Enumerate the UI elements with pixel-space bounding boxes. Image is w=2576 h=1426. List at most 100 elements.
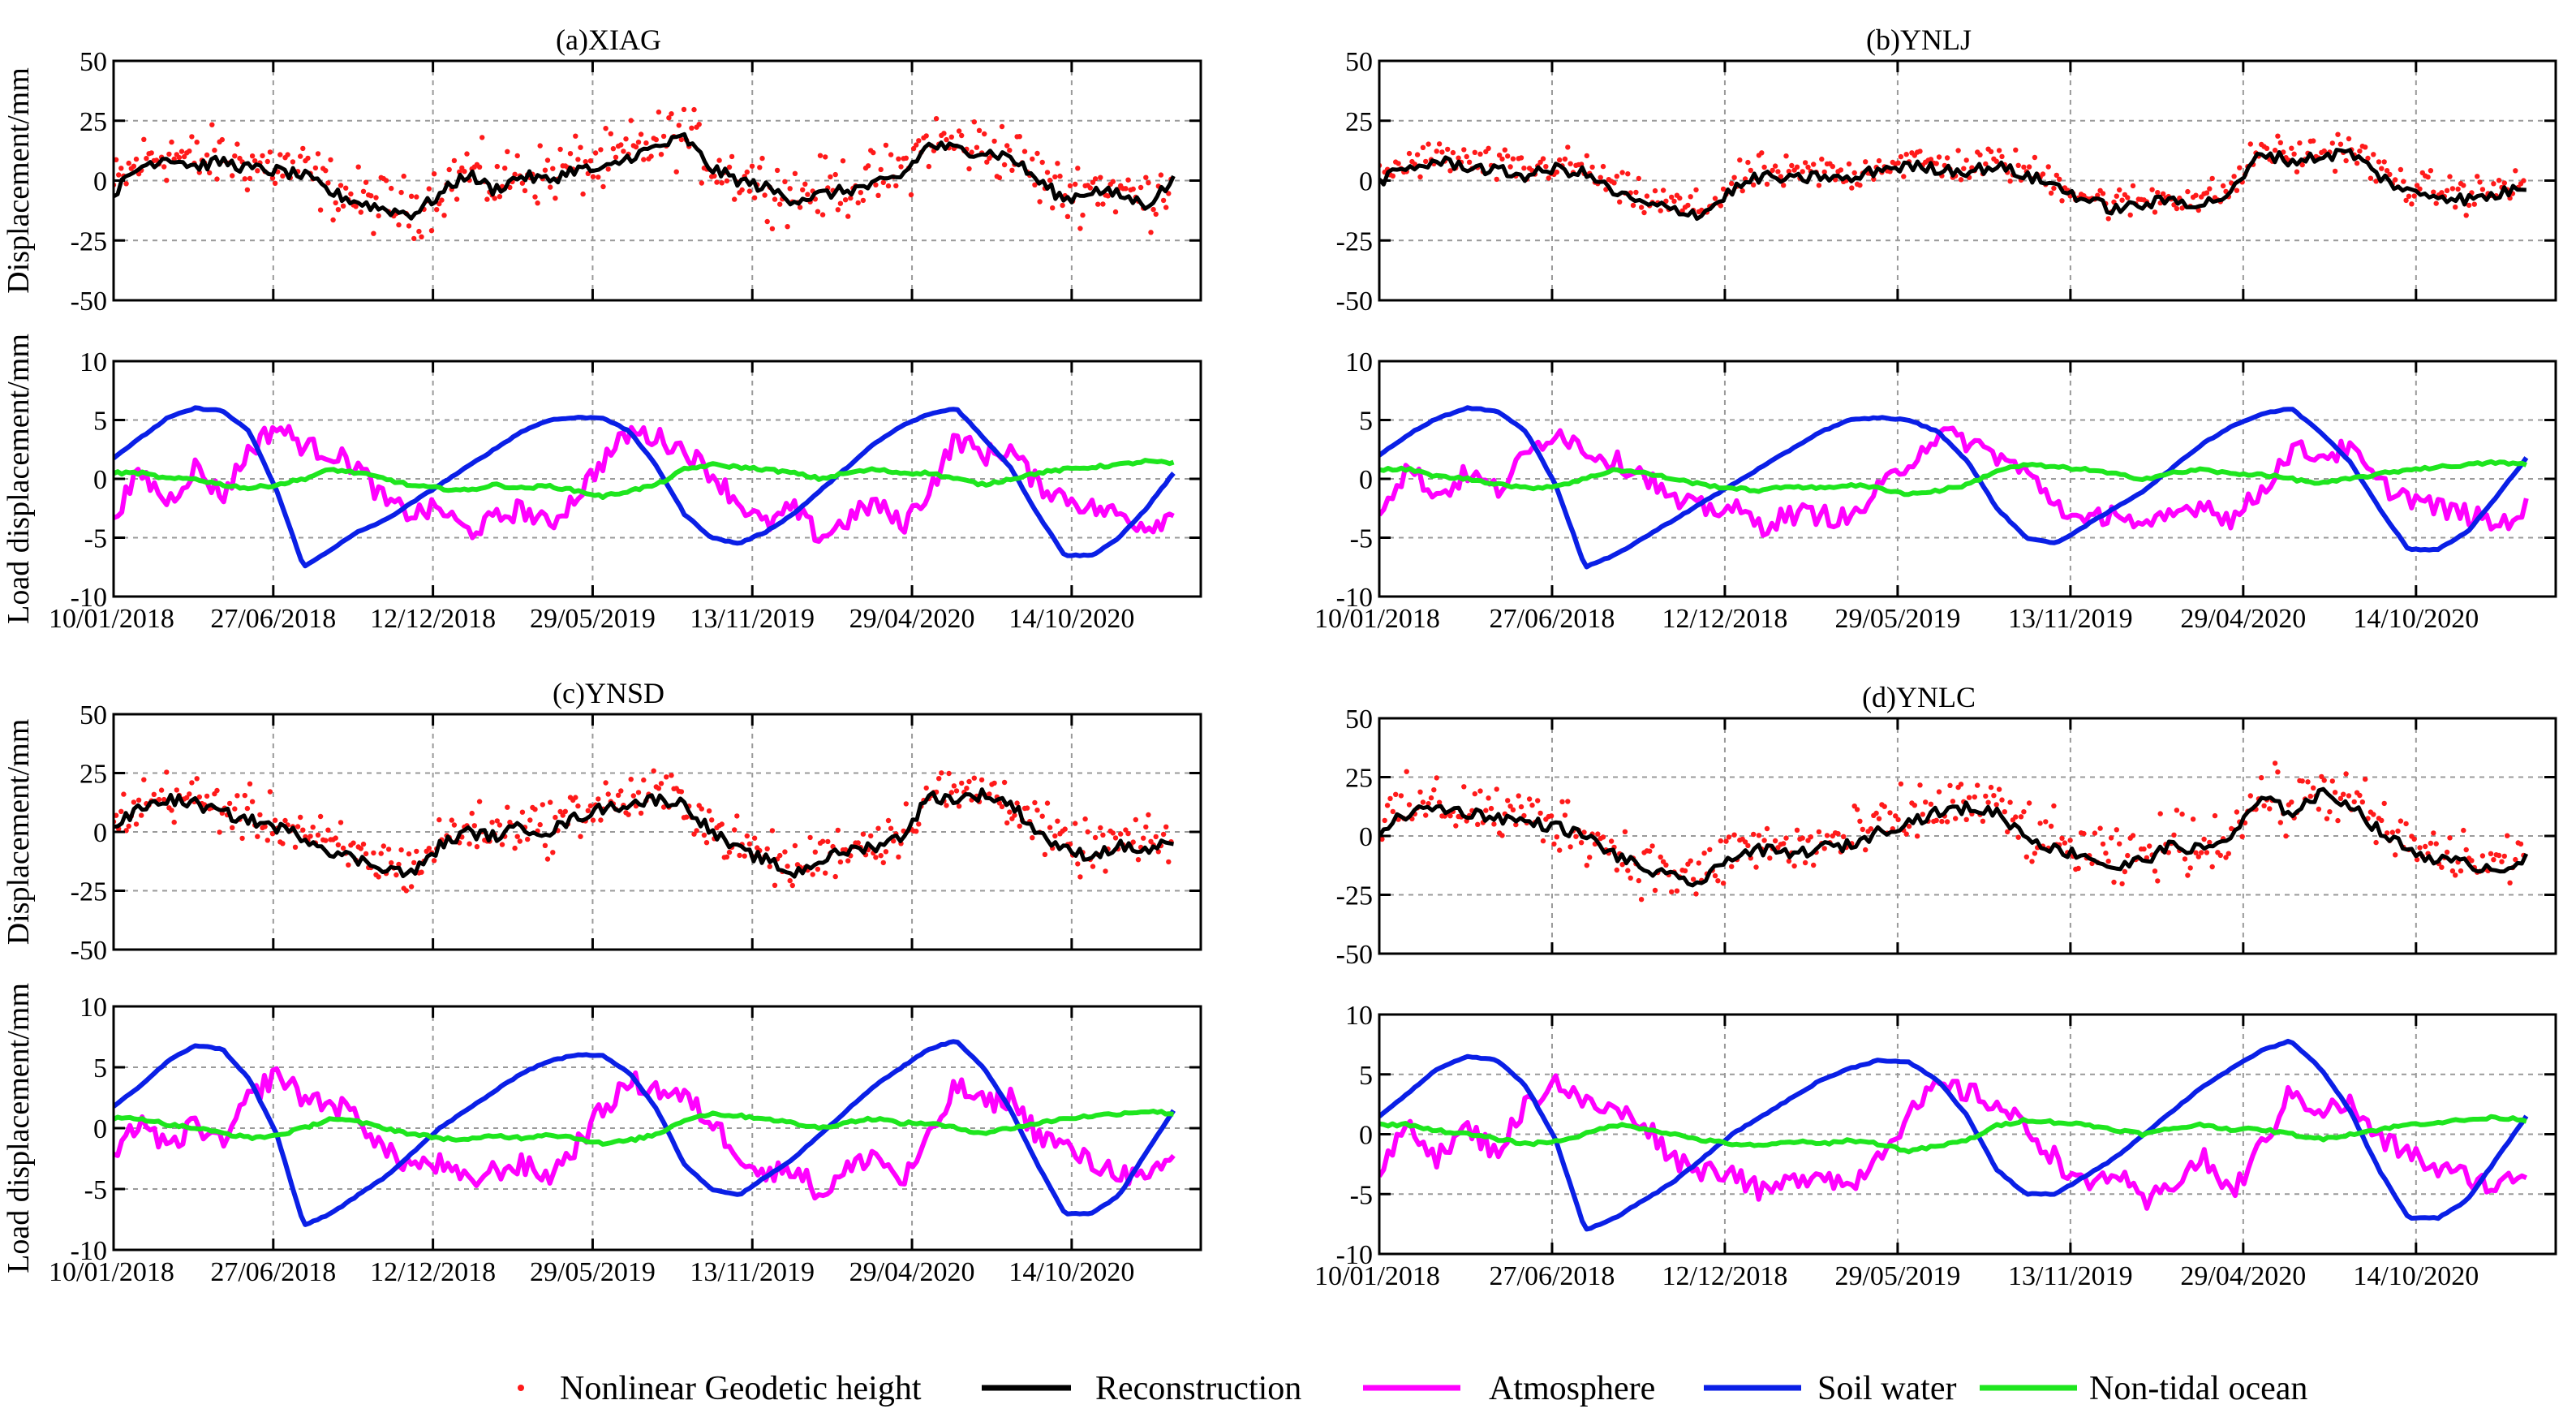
geodetic-point: [2444, 187, 2450, 193]
geodetic-point: [885, 183, 892, 189]
geodetic-point: [871, 149, 876, 156]
geodetic-point: [2081, 830, 2087, 837]
geodetic-point: [575, 803, 581, 809]
geodetic-point: [2247, 793, 2253, 799]
geodetic-point: [2059, 198, 2065, 204]
geodetic-point: [878, 166, 884, 173]
geodetic-point: [398, 847, 404, 853]
geodetic-point: [535, 200, 540, 206]
geodetic-point: [1936, 154, 1942, 160]
geodetic-point: [1420, 144, 1426, 150]
geodetic-point: [2152, 868, 2158, 874]
geodetic-point: [987, 791, 992, 797]
geodetic-point: [2329, 140, 2335, 146]
y-tick-label: 25: [80, 760, 107, 790]
panel-title: (b)YNLJ: [1866, 24, 1972, 56]
geodetic-point: [1751, 831, 1757, 838]
geodetic-point: [1731, 174, 1737, 180]
geodetic-point: [2496, 852, 2502, 859]
geodetic-point: [1103, 868, 1108, 874]
geodetic-point: [819, 838, 826, 844]
geodetic-point: [414, 848, 419, 855]
y-tick-label: 5: [1359, 1061, 1373, 1091]
geodetic-point: [2453, 205, 2458, 210]
x-tick-label: 10/01/2018: [49, 604, 174, 634]
geodetic-point: [744, 169, 750, 175]
geodetic-point: [416, 228, 422, 235]
geodetic-point: [214, 787, 220, 794]
geodetic-point: [699, 806, 704, 812]
geodetic-point: [1505, 153, 1511, 159]
geodetic-point: [2479, 853, 2486, 859]
geodetic-point: [277, 152, 283, 157]
geodetic-point: [272, 180, 278, 186]
geodetic-point: [1507, 803, 1513, 809]
geodetic-point: [2488, 851, 2494, 857]
plot-area: [1379, 1038, 2529, 1232]
geodetic-point: [956, 128, 962, 134]
geodetic-point: [431, 858, 437, 864]
y-tick-label: -50: [1336, 286, 1373, 317]
geodetic-point: [2311, 138, 2316, 144]
geodetic-point: [295, 824, 301, 829]
geodetic-point: [2226, 851, 2231, 856]
geodetic-point: [903, 155, 910, 161]
geodetic-point: [1619, 170, 1625, 175]
geodetic-point: [1876, 157, 1882, 164]
plot-area: [1379, 760, 2529, 903]
geodetic-point: [1384, 803, 1391, 808]
x-tick-label: 10/01/2018: [1314, 1261, 1440, 1291]
geodetic-point: [777, 852, 783, 859]
geodetic-point: [2423, 843, 2428, 850]
geodetic-point: [315, 832, 321, 838]
geodetic-point: [333, 835, 338, 841]
geodetic-point: [1786, 858, 1792, 864]
geodetic-point: [537, 821, 543, 828]
geodetic-point: [403, 888, 409, 894]
geodetic-point: [280, 841, 286, 847]
x-tick-label: 12/12/2018: [370, 1257, 496, 1287]
geodetic-point: [207, 170, 213, 176]
geodetic-point: [1021, 149, 1028, 154]
geodetic-point: [196, 794, 202, 800]
geodetic-point: [837, 200, 844, 206]
plot-area: [114, 405, 1176, 569]
geodetic-point: [2195, 854, 2201, 859]
geodetic-point: [709, 817, 715, 823]
geodetic-point: [724, 178, 730, 184]
geodetic-point: [999, 123, 1005, 130]
geodetic-point: [2264, 145, 2270, 151]
geodetic-point: [1821, 846, 1827, 851]
geodetic-point: [1718, 203, 1723, 209]
geodetic-point: [494, 818, 500, 824]
geodetic-point: [1423, 812, 1429, 818]
geodetic-point: [2122, 868, 2128, 875]
geodetic-point: [1819, 156, 1825, 162]
geodetic-point: [2130, 183, 2136, 189]
geodetic-point: [226, 800, 233, 807]
geodetic-point: [328, 157, 333, 163]
geodetic-point: [255, 168, 260, 174]
geodetic-point: [232, 806, 238, 812]
geodetic-point: [368, 193, 374, 199]
geodetic-point: [151, 791, 157, 797]
geodetic-point: [1658, 208, 1663, 213]
geodetic-point: [2381, 159, 2387, 165]
geodetic-point: [653, 136, 659, 143]
geodetic-point: [812, 849, 818, 855]
geodetic-point: [845, 858, 851, 864]
geodetic-point: [2204, 850, 2210, 855]
geodetic-point: [880, 179, 887, 186]
geodetic-point: [656, 786, 662, 791]
geodetic-point: [187, 149, 192, 154]
geodetic-point: [2141, 846, 2147, 852]
geodetic-point: [469, 810, 475, 816]
geodetic-point: [764, 846, 770, 852]
geodetic-point: [2343, 157, 2349, 164]
atmosphere-line: [1379, 425, 2529, 538]
geodetic-point: [290, 159, 296, 165]
geodetic-point: [1895, 816, 1901, 823]
geodetic-point: [1805, 164, 1811, 170]
geodetic-point: [828, 174, 833, 180]
geodetic-point: [2332, 168, 2338, 174]
